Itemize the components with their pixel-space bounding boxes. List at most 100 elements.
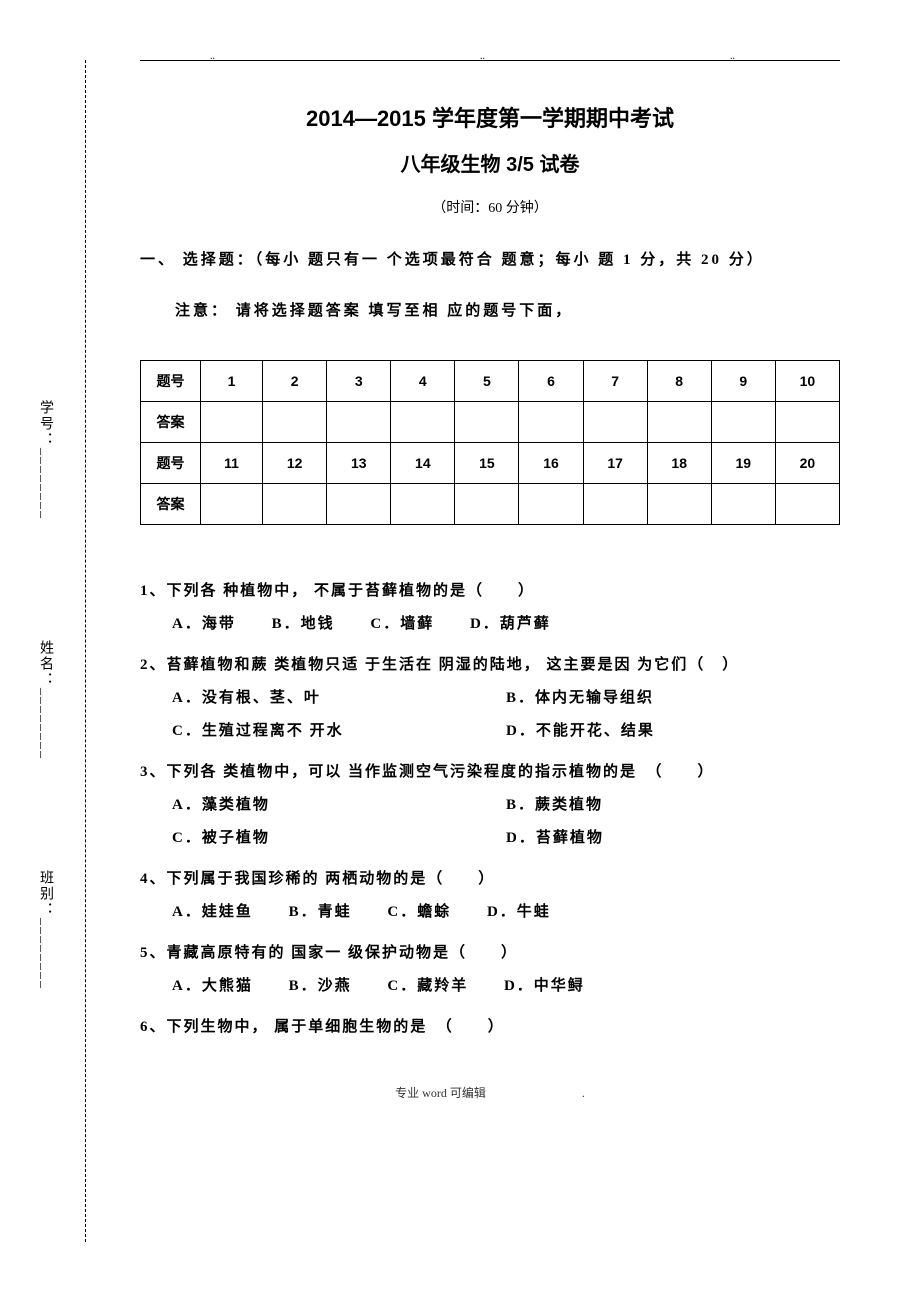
q1-opt-a: A．海带 [172,608,236,641]
table-cell [519,402,583,443]
table-cell: 10 [775,361,839,402]
table-cell [711,484,775,525]
q6-text: 6、下列生物中， 属于单细胞生物的是 （ ） [140,1011,840,1044]
q5-opt-c: C．藏羚羊 [387,970,468,1003]
table-row: 题号 11 12 13 14 15 16 17 18 19 20 [141,443,840,484]
dots-decoration: .. [210,51,215,62]
q2-opt-b: B．体内无输导组织 [506,682,840,715]
q3-options-row2: C．被子植物 D．苔藓植物 [140,822,840,855]
table-cell [391,484,455,525]
table-cell: 4 [391,361,455,402]
xingming-text: 姓名： [38,640,53,688]
section-1-header: 一、 选择题：（每小 题只有一 个选项最符合 题意；每小 题 1 分，共 20 … [140,247,840,274]
table-row: 答案 [141,484,840,525]
table-cell: 1 [201,361,263,402]
table-cell [201,484,263,525]
label-class: 班别：________ [35,870,55,990]
table-cell: 12 [263,443,327,484]
table-cell [327,402,391,443]
question-2: 2、苔藓植物和蕨 类植物只适 于生活在 阴湿的陆地， 这主要是因 为它们（ ） … [140,649,840,748]
q3-options-row1: A．藻类植物 B．蕨类植物 [140,789,840,822]
table-cell: 11 [201,443,263,484]
q3-opt-d: D．苔藓植物 [506,822,840,855]
q2-options-row2: C．生殖过程离不 开水 D．不能开花、结果 [140,715,840,748]
table-cell [711,402,775,443]
label-name: 姓名：________ [35,640,55,760]
question-1: 1、下列各 种植物中， 不属于苔藓植物的是（ ） A．海带 B．地钱 C．墙藓 … [140,575,840,641]
q3-opt-c: C．被子植物 [172,822,506,855]
section-1-notice: 注意： 请将选择题答案 填写至相 应的题号下面， [140,299,840,320]
answer-table: 题号 1 2 3 4 5 6 7 8 9 10 答案 [140,360,840,525]
table-cell [263,484,327,525]
q1-opt-d: D．葫芦藓 [470,608,551,641]
table-cell [201,402,263,443]
exam-title-main: 2014—2015 学年度第一学期期中考试 [140,101,840,133]
q5-opt-a: A．大熊猫 [172,970,253,1003]
q2-options-row1: A．没有根、茎、叶 B．体内无输导组织 [140,682,840,715]
page-footer: 专业 word 可编辑 . [140,1084,840,1101]
q5-options: A．大熊猫 B．沙燕 C．藏羚羊 D．中华鲟 [140,970,840,1003]
q5-text: 5、青藏高原特有的 国家一 级保护动物是（ ） [140,937,840,970]
table-cell: 20 [775,443,839,484]
table-cell [775,402,839,443]
q5-opt-b: B．沙燕 [289,970,352,1003]
dots-decoration: .. [730,51,735,62]
question-3: 3、下列各 类植物中，可以 当作监测空气污染程度的指示植物的是 （ ） A．藻类… [140,756,840,855]
table-cell [775,484,839,525]
question-4: 4、下列属于我国珍稀的 两栖动物的是（ ） A．娃娃鱼 B．青蛙 C．蟾蜍 D．… [140,863,840,929]
exam-time: （时间：60 分钟） [140,197,840,217]
label-student-number: 学号：________ [35,400,55,520]
table-cell [455,402,519,443]
table-cell: 2 [263,361,327,402]
table-cell: 15 [455,443,519,484]
table-cell: 19 [711,443,775,484]
question-6: 6、下列生物中， 属于单细胞生物的是 （ ） [140,1011,840,1044]
table-label: 答案 [141,484,201,525]
table-cell [647,402,711,443]
q4-options: A．娃娃鱼 B．青蛙 C．蟾蜍 D．牛蛙 [140,896,840,929]
q1-text: 1、下列各 种植物中， 不属于苔藓植物的是（ ） [140,575,840,608]
table-cell [263,402,327,443]
table-cell: 17 [583,443,647,484]
table-cell: 18 [647,443,711,484]
banbie-text: 班别： [38,870,53,918]
table-cell: 13 [327,443,391,484]
table-cell [455,484,519,525]
q1-opt-c: C．墙藓 [370,608,434,641]
q5-opt-d: D．中华鲟 [504,970,585,1003]
q4-opt-b: B．青蛙 [289,896,352,929]
table-row: 题号 1 2 3 4 5 6 7 8 9 10 [141,361,840,402]
q4-text: 4、下列属于我国珍稀的 两栖动物的是（ ） [140,863,840,896]
table-cell: 3 [327,361,391,402]
content-area: .. .. .. 2014—2015 学年度第一学期期中考试 八年级生物 3/5… [90,0,920,1302]
q2-opt-d: D．不能开花、结果 [506,715,840,748]
table-label: 题号 [141,361,201,402]
q1-options: A．海带 B．地钱 C．墙藓 D．葫芦藓 [140,608,840,641]
table-label: 题号 [141,443,201,484]
xuehao-text: 学号： [38,400,53,448]
q4-opt-c: C．蟾蜍 [387,896,451,929]
table-cell: 8 [647,361,711,402]
table-label: 答案 [141,402,201,443]
table-cell [327,484,391,525]
table-cell [583,402,647,443]
table-cell: 5 [455,361,519,402]
table-row: 答案 [141,402,840,443]
binding-dashed-line [85,60,86,1242]
table-cell [583,484,647,525]
q3-opt-b: B．蕨类植物 [506,789,840,822]
exam-title-sub: 八年级生物 3/5 试卷 [140,148,840,177]
table-cell: 14 [391,443,455,484]
table-cell: 7 [583,361,647,402]
q2-text: 2、苔藓植物和蕨 类植物只适 于生活在 阴湿的陆地， 这主要是因 为它们（ ） [140,649,840,682]
q2-opt-c: C．生殖过程离不 开水 [172,715,506,748]
table-cell [519,484,583,525]
binding-margin: 学号：________ 姓名：________ 班别：________ [0,0,90,1302]
table-cell [647,484,711,525]
q1-opt-b: B．地钱 [272,608,335,641]
q3-text: 3、下列各 类植物中，可以 当作监测空气污染程度的指示植物的是 （ ） [140,756,840,789]
top-border-line: .. .. .. [140,60,840,61]
dots-decoration: .. [480,51,485,62]
table-cell: 6 [519,361,583,402]
question-5: 5、青藏高原特有的 国家一 级保护动物是（ ） A．大熊猫 B．沙燕 C．藏羚羊… [140,937,840,1003]
